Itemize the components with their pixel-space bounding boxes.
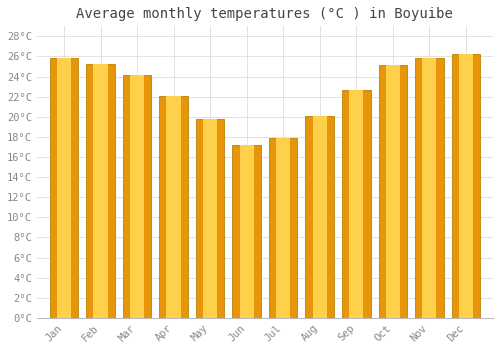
Bar [415,58,444,318]
Bar [203,119,217,318]
Bar [86,64,115,318]
Bar [459,55,473,318]
Bar [276,138,290,318]
Bar [166,96,180,318]
Bar [306,116,334,318]
Bar [240,145,254,318]
Bar [452,55,480,318]
Bar [94,64,108,318]
Bar [123,75,152,318]
Bar [57,58,71,318]
Bar [312,116,327,318]
Bar [422,58,436,318]
Bar [342,90,370,318]
Bar [378,65,407,318]
Bar [269,138,298,318]
Bar [386,65,400,318]
Bar [232,145,261,318]
Bar [130,75,144,318]
Bar [196,119,224,318]
Bar [160,96,188,318]
Bar [349,90,364,318]
Bar [50,58,78,318]
Title: Average monthly temperatures (°C ) in Boyuibe: Average monthly temperatures (°C ) in Bo… [76,7,454,21]
